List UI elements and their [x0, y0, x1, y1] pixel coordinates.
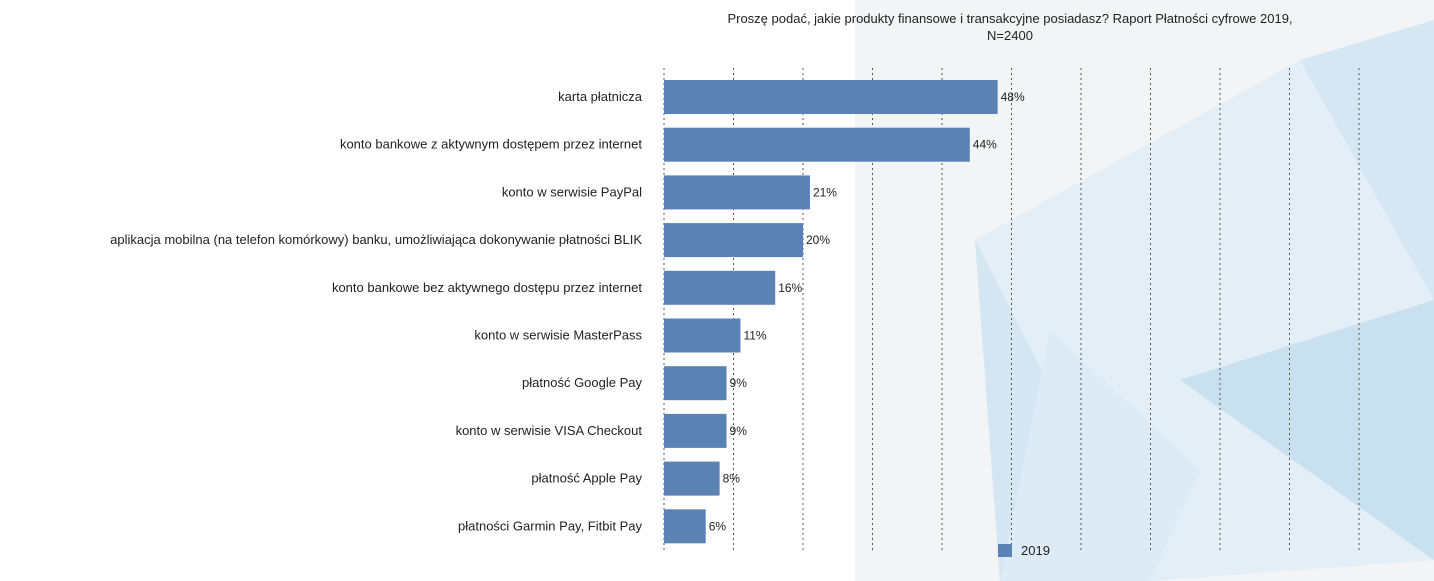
category-label: konto bankowe z aktywnym dostępem przez …	[340, 137, 642, 152]
data-label: 6%	[709, 519, 727, 533]
category-label: płatność Google Pay	[522, 375, 642, 390]
data-label: 8%	[723, 472, 741, 486]
bar	[664, 366, 727, 401]
bar	[664, 127, 970, 162]
category-label: płatność Apple Pay	[531, 471, 642, 486]
category-label: karta płatnicza	[558, 89, 643, 104]
bar	[664, 223, 803, 258]
chart-title: Proszę podać, jakie produkty finansowe i…	[650, 10, 1370, 44]
bar	[664, 175, 810, 210]
bar	[664, 270, 776, 305]
data-label: 21%	[813, 185, 837, 199]
bar	[664, 318, 741, 353]
chart-title-line1: Proszę podać, jakie produkty finansowe i…	[727, 11, 1293, 26]
category-label: konto w serwisie VISA Checkout	[456, 423, 643, 438]
data-label: 20%	[806, 233, 830, 247]
data-label: 48%	[1001, 90, 1025, 104]
data-label: 44%	[973, 138, 997, 152]
category-label: aplikacja mobilna (na telefon komórkowy)…	[110, 232, 642, 247]
legend-label-2019: 2019	[1021, 543, 1050, 558]
category-label: płatności Garmin Pay, Fitbit Pay	[458, 518, 642, 533]
data-label: 11%	[743, 329, 766, 343]
bar	[664, 80, 998, 114]
bars	[664, 80, 998, 544]
bar	[664, 413, 727, 448]
data-label: 16%	[778, 281, 802, 295]
data-label: 9%	[730, 376, 748, 390]
legend: 2019	[998, 543, 1050, 558]
legend-swatch-2019	[998, 544, 1012, 557]
bar	[664, 461, 720, 496]
value-labels: 48% 44% 21% 20% 16% 11% 9% 9% 8% 6%	[709, 90, 1025, 533]
chart-title-line2: N=2400	[987, 28, 1033, 43]
bar	[664, 509, 706, 544]
category-label: konto bankowe bez aktywnego dostępu prze…	[332, 280, 642, 295]
category-label: konto w serwisie MasterPass	[474, 328, 642, 343]
category-label: konto w serwisie PayPal	[502, 184, 642, 199]
category-labels: karta płatnicza konto bankowe z aktywnym …	[110, 89, 643, 533]
data-label: 9%	[730, 424, 748, 438]
